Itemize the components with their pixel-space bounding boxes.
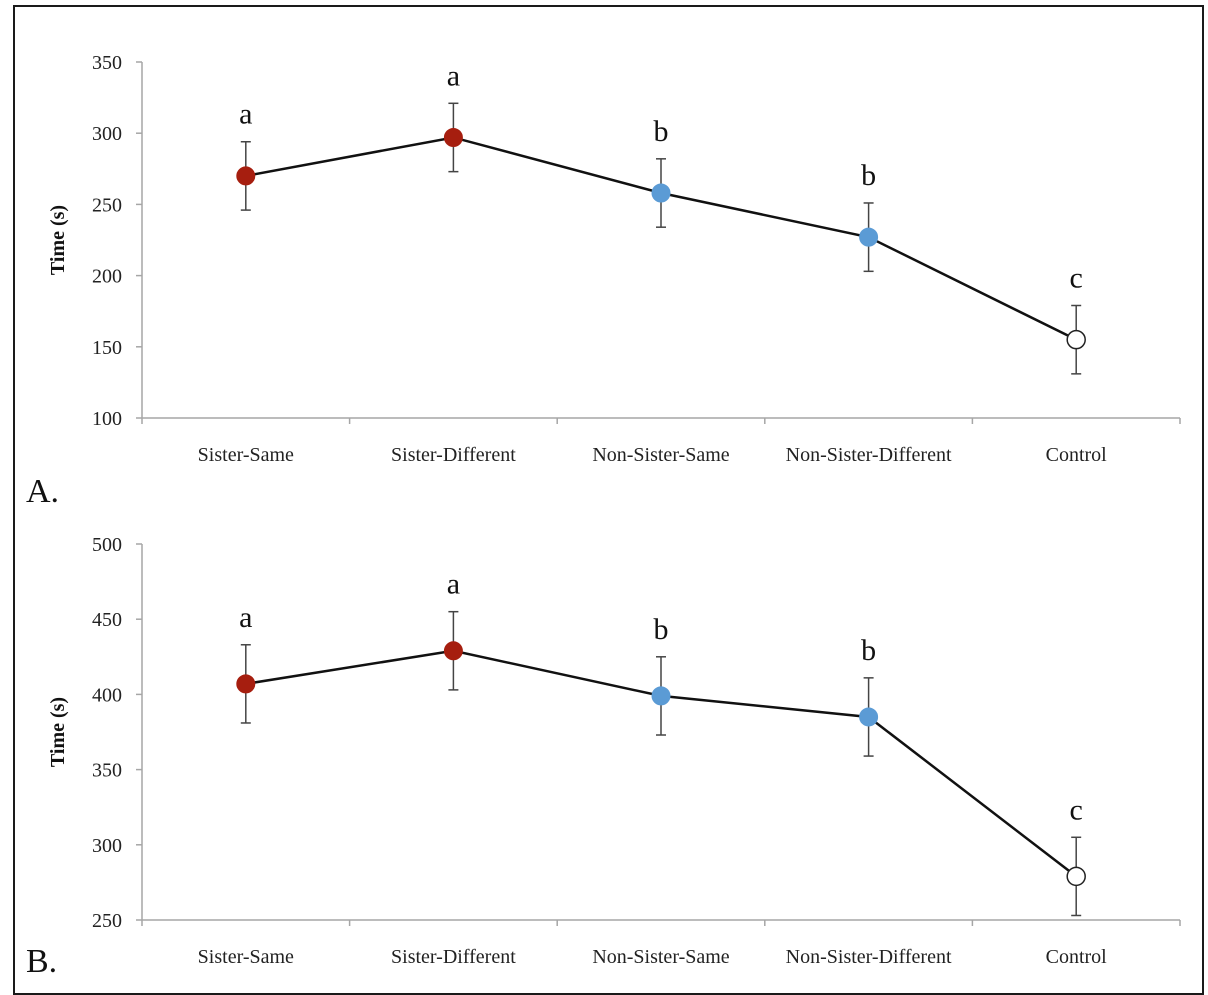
x-tick-label: Non-Sister-Different	[786, 444, 952, 466]
y-tick-label: 350	[92, 760, 122, 782]
y-tick-label: 450	[92, 609, 122, 631]
x-tick-label: Sister-Same	[198, 444, 294, 466]
significance-letter: a	[239, 601, 252, 634]
x-tick-label: Control	[1046, 946, 1108, 968]
y-tick-label: 400	[92, 684, 122, 706]
panel-label: B.	[26, 943, 57, 980]
y-axis-label: Time (s)	[47, 697, 69, 767]
significance-letter: b	[654, 115, 669, 148]
y-tick-label: 350	[92, 52, 122, 74]
data-point	[651, 686, 671, 706]
y-tick-label: 250	[92, 194, 122, 216]
y-axis-label: Time (s)	[47, 205, 69, 275]
y-tick-label: 100	[92, 408, 122, 430]
significance-letter: b	[861, 634, 876, 667]
x-tick-label: Non-Sister-Same	[592, 946, 729, 968]
x-tick-label: Control	[1046, 444, 1108, 466]
y-tick-label: 300	[92, 123, 122, 145]
significance-letter: a	[447, 568, 460, 601]
data-point	[443, 641, 463, 661]
data-point	[859, 707, 879, 727]
significance-letter: c	[1070, 793, 1083, 826]
y-tick-label: 250	[92, 910, 122, 932]
chart-panel-a: 100 150 200 250 300 350 Sister-Same Sister-Diff…	[26, 52, 1181, 510]
panel-label: A.	[26, 473, 59, 510]
significance-letter: c	[1070, 262, 1083, 295]
chart-panel-b: 250 300 350 400 450 500 Sister-Same Sister-Diff…	[26, 534, 1181, 980]
data-point	[236, 674, 256, 694]
y-tick-label: 150	[92, 337, 122, 359]
y-tick-label: 300	[92, 835, 122, 857]
significance-letter: a	[447, 59, 460, 92]
data-point	[236, 166, 256, 186]
data-point	[1066, 329, 1086, 350]
x-tick-label: Sister-Different	[391, 444, 516, 466]
y-tick-label: 200	[92, 266, 122, 288]
significance-letter: b	[654, 613, 669, 646]
significance-letter: b	[861, 159, 876, 192]
data-point	[443, 127, 463, 147]
x-tick-label: Non-Sister-Same	[592, 444, 729, 466]
x-tick-label: Non-Sister-Different	[786, 946, 952, 968]
data-point	[1066, 866, 1086, 887]
data-point	[651, 183, 671, 203]
significance-letter: a	[239, 98, 252, 131]
y-tick-label: 500	[92, 534, 122, 556]
x-tick-label: Sister-Same	[198, 946, 294, 968]
x-tick-label: Sister-Different	[391, 946, 516, 968]
data-point	[859, 227, 879, 247]
